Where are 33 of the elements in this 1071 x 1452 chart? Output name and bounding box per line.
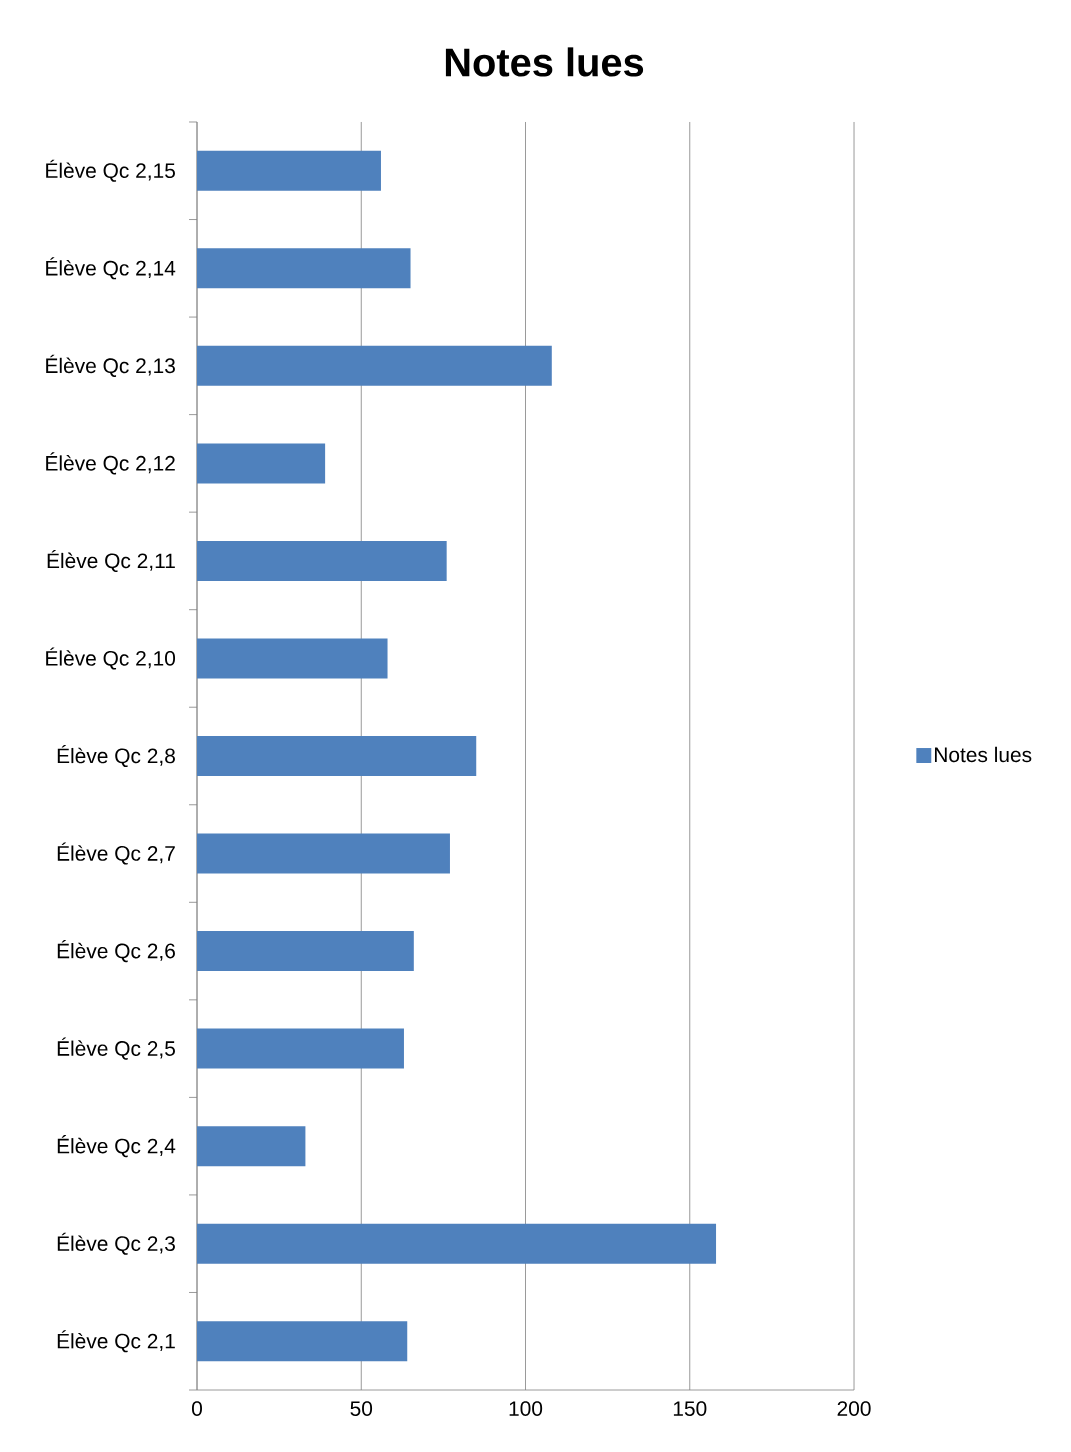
bar	[197, 443, 326, 484]
x-tick-label: 150	[673, 1401, 707, 1416]
y-tick-label: Élève Qc 2,3	[57, 1232, 175, 1255]
y-tick-label: Élève Qc 2,10	[46, 647, 176, 670]
y-tick-label: Élève Qc 2,7	[57, 842, 175, 865]
y-tick-label: Élève Qc 2,1	[57, 1330, 175, 1353]
y-tick-label: Élève Qc 2,4	[57, 1135, 176, 1158]
y-tick-label: Élève Qc 2,8	[57, 744, 175, 768]
bar	[197, 1321, 408, 1362]
bar	[197, 1223, 717, 1264]
y-tick-label: Élève Qc 2,12	[46, 452, 175, 475]
x-tick-label: 0	[192, 1401, 202, 1416]
y-tick-label: Élève Qc 2,14	[46, 257, 176, 280]
y-tick-label: Élève Qc 2,5	[57, 1037, 175, 1060]
x-tick-label: 50	[350, 1401, 373, 1416]
bar	[197, 833, 450, 874]
bar	[197, 736, 477, 776]
y-tick-label: Élève Qc 2,11	[47, 549, 175, 572]
bar	[197, 638, 388, 679]
x-tick-label: 200	[837, 1401, 871, 1416]
bar	[197, 150, 381, 191]
x-tick-label: 100	[509, 1401, 543, 1416]
bar	[197, 1028, 404, 1069]
bar	[197, 540, 447, 581]
bar	[197, 248, 411, 289]
legend-label: Notes lues	[934, 746, 1032, 763]
bar	[197, 1126, 306, 1167]
y-tick-label: Élève Qc 2,13	[46, 354, 175, 377]
chart-title: Notes lues	[445, 47, 644, 77]
y-tick-label: Élève Qc 2,6	[57, 940, 175, 963]
y-tick-label: Élève Qc 2,15	[46, 159, 175, 182]
bar	[197, 931, 414, 972]
bar	[197, 345, 552, 386]
